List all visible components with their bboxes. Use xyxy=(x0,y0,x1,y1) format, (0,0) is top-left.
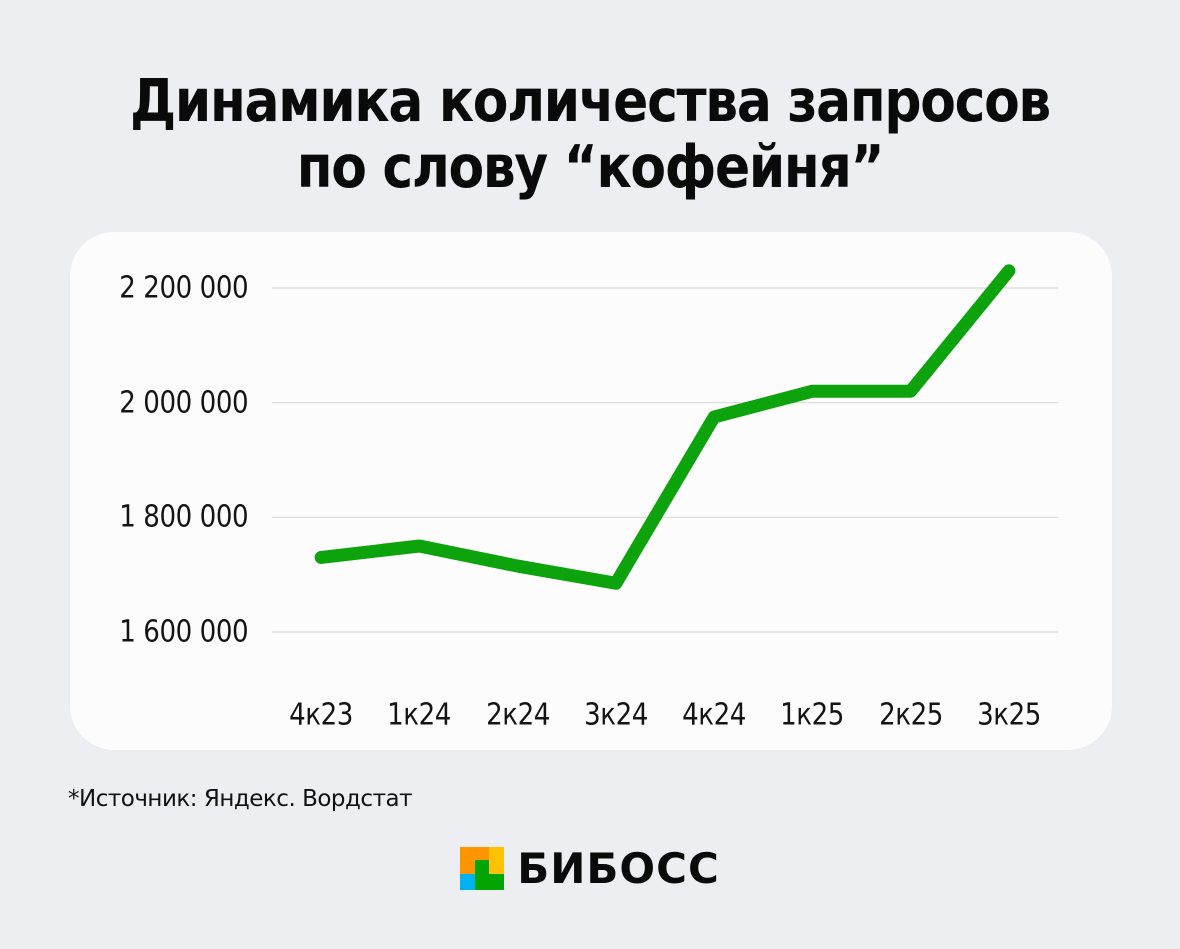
y-axis-tick-label: 1 800 000 xyxy=(119,499,248,535)
source-note: *Источник: Яндекс. Вордстат xyxy=(68,786,412,812)
x-axis-tick-label: 1к25 xyxy=(780,697,845,733)
y-axis-tick-label: 2 200 000 xyxy=(119,270,248,306)
biboss-logo-text: БИБОСС xyxy=(517,844,720,893)
logo-blue-block xyxy=(460,873,475,891)
y-axis-tick-label: 1 600 000 xyxy=(119,614,248,650)
biboss-logo: БИБОСС xyxy=(0,844,1180,893)
x-axis-tick-label: 4к23 xyxy=(289,697,354,733)
y-axis-tick-label: 2 000 000 xyxy=(119,385,248,421)
chart-card: 2 200 000 2 000 000 1 800 000 1 600 000 4к23… xyxy=(70,232,1112,750)
page-title-line-1: Динамика количества запросов xyxy=(130,66,1051,135)
x-axis-tick-label: 1к24 xyxy=(387,697,452,733)
x-axis-tick-label: 3к25 xyxy=(976,697,1041,733)
series-line xyxy=(314,264,1016,590)
x-axis-tick-label: 2к25 xyxy=(878,697,943,733)
x-axis-tick-label: 2к24 xyxy=(485,697,550,733)
logo-green-block-vertical xyxy=(474,860,490,891)
page-title: Динамика количества запросов по слову “к… xyxy=(71,68,1109,200)
page-title-line-2: по слову “кофейня” xyxy=(296,132,885,201)
x-axis-tick-label: 3к24 xyxy=(583,697,648,733)
logo-yellow-block xyxy=(489,846,505,874)
line-chart xyxy=(272,264,1058,633)
biboss-logo-icon xyxy=(460,846,505,891)
x-axis-tick-label: 4к24 xyxy=(682,697,747,733)
logo-green-block-bottom xyxy=(489,873,505,891)
